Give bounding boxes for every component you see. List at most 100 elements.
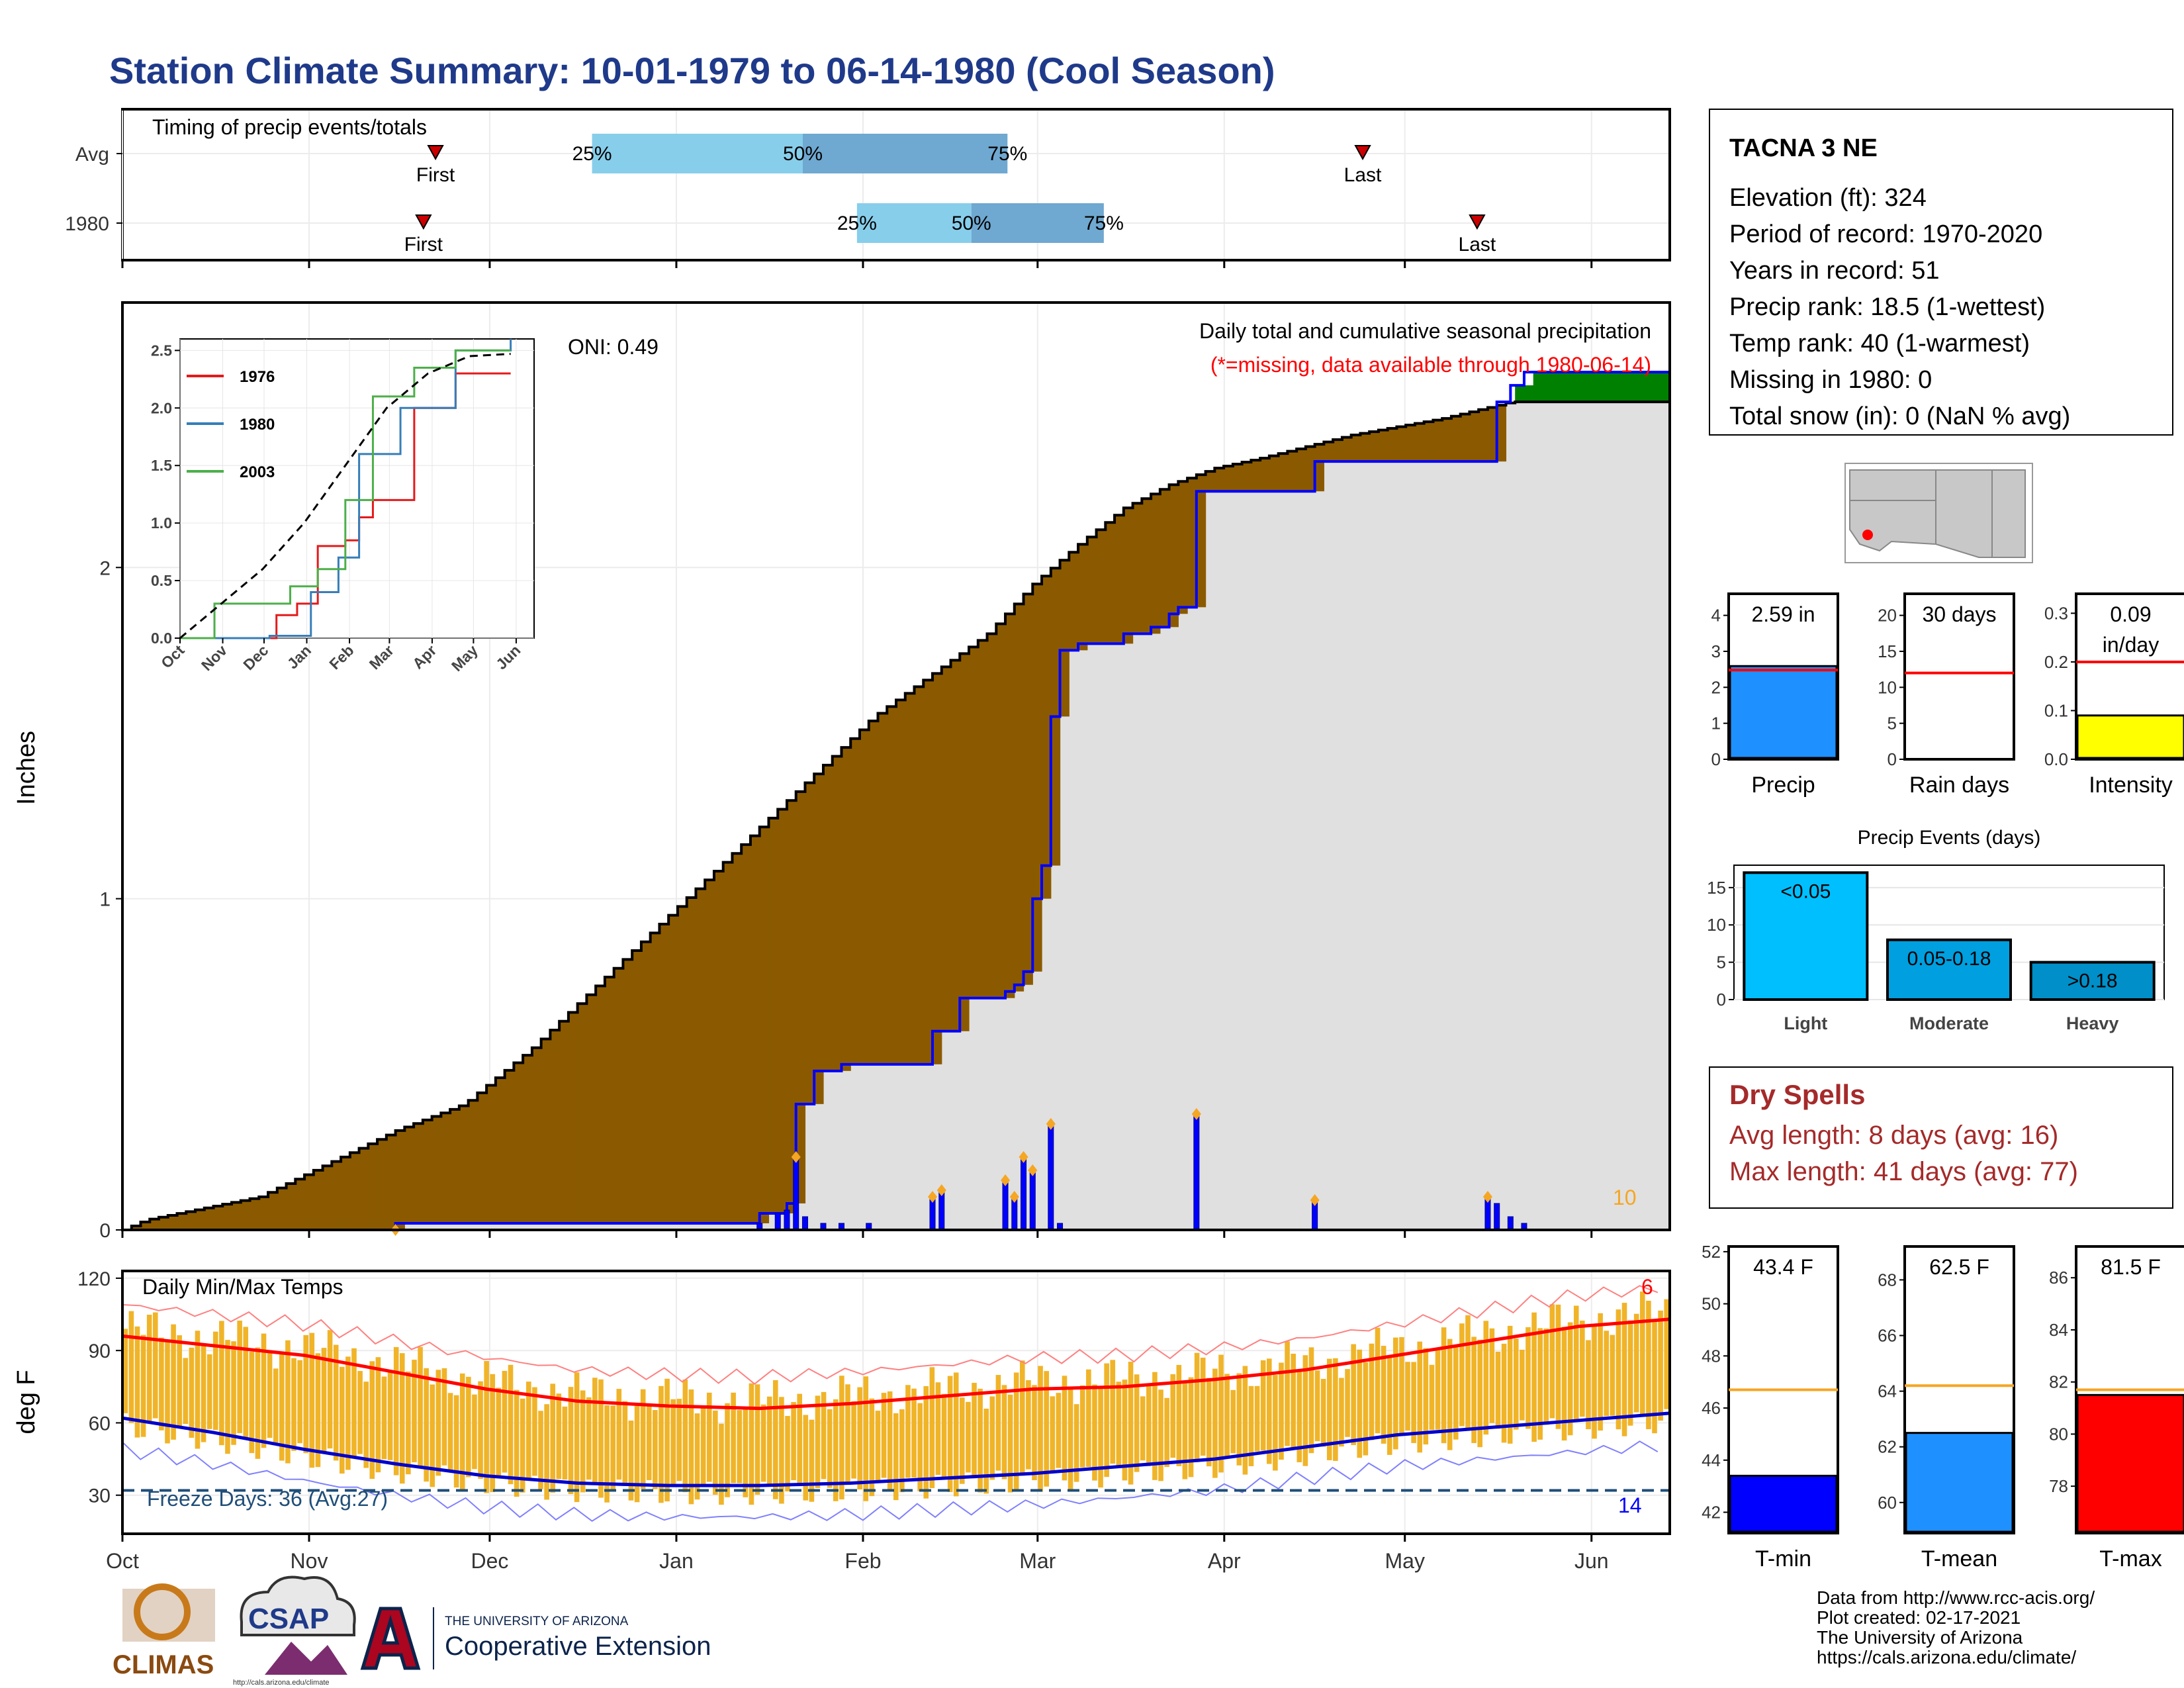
temp-daily-bar bbox=[640, 1389, 646, 1489]
temp-daily-bar bbox=[1537, 1328, 1543, 1440]
temp-daily-bar bbox=[309, 1333, 315, 1468]
precip-deficit-band bbox=[313, 1170, 324, 1230]
temp-daily-bar bbox=[327, 1330, 333, 1449]
events-category-label: Light bbox=[1784, 1013, 1827, 1033]
precip-daily-marker bbox=[1046, 1117, 1056, 1130]
precip-deficit-band bbox=[868, 721, 879, 1064]
precip-deficit-band bbox=[805, 782, 815, 1104]
precip-deficit-band bbox=[1178, 481, 1188, 614]
climas-wordmark: CLIMAS bbox=[113, 1650, 214, 1679]
temp-daily-bar bbox=[177, 1335, 182, 1427]
temp-daily-bar bbox=[1345, 1369, 1350, 1437]
month-label: May bbox=[1385, 1549, 1424, 1573]
temp-daily-bar bbox=[1050, 1396, 1056, 1472]
precip-daily-marker bbox=[1482, 1190, 1492, 1203]
precip-deficit-band bbox=[395, 1130, 405, 1230]
temp-daily-bar bbox=[1555, 1304, 1561, 1429]
temp-daily-bar bbox=[1320, 1379, 1326, 1447]
temp-daily-bar bbox=[387, 1371, 393, 1460]
precip-deficit-band bbox=[422, 1119, 433, 1223]
temp-daily-bar bbox=[195, 1331, 201, 1449]
precip-deficit-band bbox=[523, 1055, 533, 1223]
precip-deficit-band bbox=[659, 924, 669, 1223]
temp-daily-bar bbox=[1140, 1396, 1146, 1461]
temp-daily-bar bbox=[1417, 1341, 1423, 1453]
summary-y-label: 0.1 bbox=[2044, 700, 2068, 720]
summary-y-label: 52 bbox=[1702, 1242, 1721, 1262]
temp-daily-bar bbox=[766, 1396, 772, 1485]
temp-daily-bar bbox=[255, 1347, 261, 1459]
precip-deficit-band bbox=[1360, 433, 1370, 462]
temp-daily-bar bbox=[604, 1405, 610, 1503]
precip-deficit-band bbox=[686, 897, 697, 1223]
precip-surplus-band bbox=[1633, 372, 1643, 402]
temp-daily-bar bbox=[1019, 1360, 1025, 1476]
precip-base-area bbox=[122, 402, 1670, 1230]
temp-daily-bar bbox=[923, 1386, 929, 1499]
precip-deficit-band bbox=[1005, 614, 1015, 998]
events-bar-label: 0.05-0.18 bbox=[1907, 948, 1991, 970]
timing-p50-label: 50% bbox=[783, 143, 823, 165]
temp-daily-bar bbox=[1369, 1343, 1375, 1440]
temp-daily-bar bbox=[779, 1397, 784, 1504]
temp-daily-bar bbox=[1285, 1341, 1290, 1446]
precip-y-axis: 0 1 2 bbox=[99, 557, 1593, 1242]
precip-deficit-band bbox=[887, 706, 897, 1064]
temp-daily-bar bbox=[713, 1410, 718, 1495]
temp-daily-bar bbox=[1381, 1346, 1387, 1444]
summary-y-label: 5 bbox=[1888, 714, 1897, 733]
precip-deficit-band bbox=[941, 667, 952, 1031]
temp-daily-bar bbox=[122, 1329, 128, 1413]
temp-daily-bar bbox=[1279, 1362, 1284, 1460]
footer-line: https://cals.arizona.edu/climate/ bbox=[1817, 1647, 2076, 1667]
temp-daily-bar bbox=[1032, 1385, 1037, 1481]
temp-daily-bar bbox=[1062, 1376, 1068, 1481]
temp-daily-bar bbox=[598, 1379, 604, 1498]
precip-deficit-band bbox=[1460, 414, 1471, 462]
temp-daily-bar bbox=[1465, 1315, 1471, 1429]
temp-daily-bar bbox=[1224, 1374, 1230, 1458]
temp-daily-bar bbox=[743, 1408, 749, 1497]
temp-daily-bar bbox=[1586, 1340, 1591, 1430]
temp-daily-bar bbox=[231, 1341, 236, 1445]
precip-deficit-band bbox=[878, 713, 887, 1064]
summary-category-label: T-min bbox=[1755, 1546, 1811, 1571]
temp-daily-bar bbox=[430, 1384, 435, 1487]
precip-deficit-band bbox=[1087, 537, 1097, 644]
temp-daily-bar bbox=[568, 1387, 574, 1495]
precip-deficit-band bbox=[796, 791, 806, 1203]
station-frame bbox=[1709, 109, 2173, 436]
temp-daily-bar bbox=[201, 1344, 206, 1442]
temp-daily-bar bbox=[1351, 1344, 1356, 1446]
timing-p75-label: 75% bbox=[1084, 212, 1124, 234]
events-bar bbox=[1743, 871, 1869, 1002]
temp-daily-bar bbox=[953, 1372, 959, 1497]
timing-first-marker bbox=[427, 145, 444, 161]
station-line: Period of record: 1970-2020 bbox=[1729, 220, 2042, 248]
temp-min-count: 14 bbox=[1618, 1493, 1642, 1517]
temp-daily-bar bbox=[947, 1376, 953, 1492]
precip-deficit-band bbox=[1260, 458, 1270, 492]
precip-deficit-band bbox=[468, 1100, 478, 1223]
temp-daily-bar bbox=[357, 1371, 363, 1454]
temp-daily-bar bbox=[261, 1333, 267, 1448]
precip-deficit-band bbox=[349, 1152, 360, 1230]
temp-daily-bar bbox=[514, 1389, 520, 1497]
precip-deficit-band bbox=[914, 686, 924, 1064]
precip-deficit-band bbox=[477, 1092, 487, 1223]
temp-daily-bar bbox=[809, 1419, 815, 1502]
temp-daily-bar bbox=[1056, 1393, 1062, 1468]
summary-y-label: 0.2 bbox=[2044, 652, 2068, 672]
temp-daily-bar bbox=[1254, 1385, 1260, 1452]
temp-daily-bar bbox=[381, 1376, 387, 1460]
precip-deficit-band bbox=[359, 1148, 369, 1230]
precip-deficit-band bbox=[1351, 435, 1361, 462]
temp-daily-bar bbox=[1079, 1385, 1085, 1468]
station-line: Precip rank: 18.5 (1-wettest) bbox=[1729, 293, 2045, 321]
temp-daily-bar bbox=[659, 1385, 664, 1503]
uofa-a-icon bbox=[360, 1607, 421, 1670]
precip-deficit-band bbox=[414, 1123, 424, 1223]
temp-daily-bar bbox=[159, 1337, 164, 1430]
precip-daily-marker bbox=[928, 1190, 938, 1203]
precip-deficit-band bbox=[1196, 475, 1206, 608]
